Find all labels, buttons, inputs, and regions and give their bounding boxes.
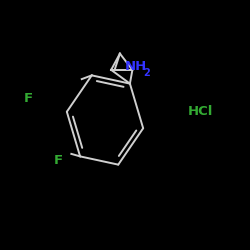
Text: HCl: HCl — [187, 105, 213, 118]
Text: 2: 2 — [143, 68, 150, 78]
Text: NH: NH — [125, 60, 147, 73]
Text: F: F — [54, 154, 63, 166]
Text: F: F — [24, 92, 33, 105]
